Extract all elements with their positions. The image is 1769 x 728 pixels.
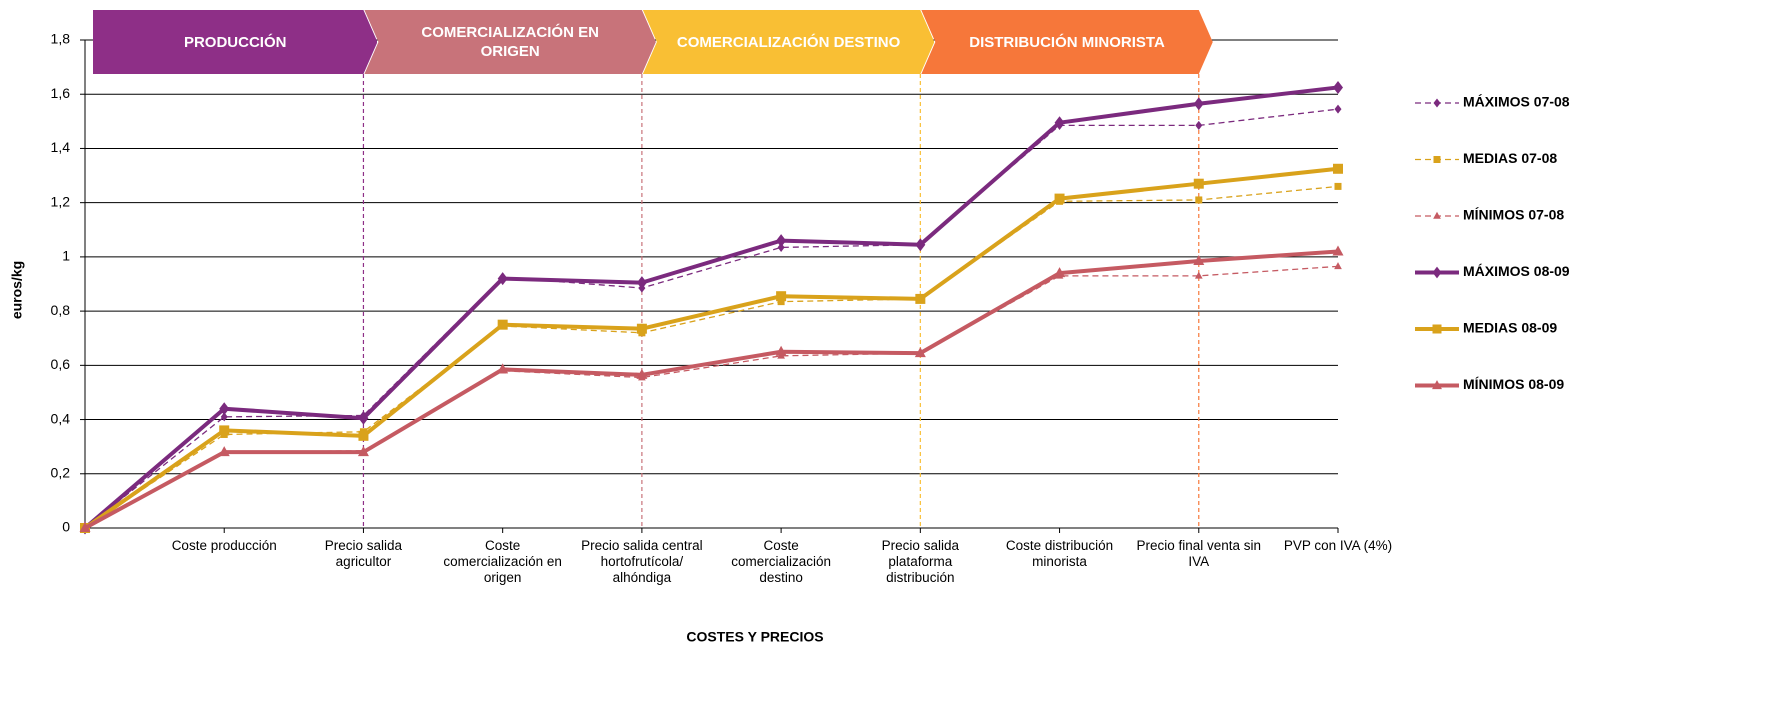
legend-label: MÁXIMOS 08-09 xyxy=(1463,263,1570,279)
stage-banner: PRODUCCIÓN xyxy=(93,10,377,74)
marker xyxy=(219,402,230,416)
y-tick-label: 0 xyxy=(62,519,70,535)
series-line xyxy=(84,185,1339,529)
marker xyxy=(358,411,369,425)
marker xyxy=(1333,80,1343,94)
series-line xyxy=(84,265,1339,529)
x-tick-label: PVP con IVA (4%) xyxy=(1283,538,1393,553)
series-line xyxy=(84,249,1339,530)
marker xyxy=(79,522,91,532)
y-tick-label: 1,2 xyxy=(51,193,71,209)
y-axis-title: euros/kg xyxy=(9,261,25,319)
marker xyxy=(220,412,228,422)
marker xyxy=(218,446,230,457)
marker xyxy=(1334,262,1342,270)
marker xyxy=(497,319,508,330)
marker xyxy=(915,238,926,252)
legend-label: MÍNIMOS 07-08 xyxy=(1463,207,1564,223)
marker xyxy=(1194,271,1203,279)
x-tick-label: Coste producción xyxy=(171,538,277,553)
x-tick-label: Precio final venta sin IVA xyxy=(1136,538,1262,569)
marker xyxy=(1432,380,1442,390)
y-tick-label: 0,6 xyxy=(51,356,71,372)
x-tick-label: Coste comercialización destino xyxy=(731,538,831,585)
stage-banner: DISTRIBUCIÓN MINORISTA xyxy=(921,10,1212,74)
y-tick-label: 1,8 xyxy=(51,31,71,47)
marker xyxy=(1195,196,1203,204)
marker xyxy=(1054,267,1066,278)
marker xyxy=(636,323,647,334)
legend-label: MÍNIMOS 08-09 xyxy=(1463,376,1564,392)
marker xyxy=(1193,178,1204,189)
legend-label: MEDIAS 07-08 xyxy=(1463,150,1557,166)
marker xyxy=(636,368,648,379)
marker xyxy=(776,291,787,302)
marker xyxy=(1334,104,1342,114)
marker xyxy=(1433,156,1441,163)
marker xyxy=(914,347,926,358)
x-tick-label: Precio salida central hortofrutícola/ al… xyxy=(581,538,703,585)
marker xyxy=(1054,193,1065,204)
marker xyxy=(219,425,230,436)
legend-label: MEDIAS 08-09 xyxy=(1463,320,1557,336)
marker xyxy=(1332,245,1344,256)
series-line xyxy=(83,85,1339,530)
x-axis-title: COSTES Y PRECIOS xyxy=(686,629,823,645)
legend-label: MÁXIMOS 07-08 xyxy=(1463,94,1570,110)
marker xyxy=(357,446,369,457)
y-tick-label: 1 xyxy=(62,248,70,264)
x-tick-label: Coste comercialización en origen xyxy=(443,538,562,585)
marker xyxy=(777,298,785,306)
marker xyxy=(497,363,509,374)
marker xyxy=(1195,120,1203,130)
marker xyxy=(1193,97,1204,111)
marker xyxy=(776,234,787,248)
marker xyxy=(1334,182,1342,190)
y-tick-label: 1,4 xyxy=(51,139,71,155)
stage-banner: COMERCIALIZACIÓN EN ORIGEN xyxy=(364,10,655,74)
x-tick-label: Precio salida agricultor xyxy=(324,538,403,569)
x-tick-label: Precio salida plataforma distribución xyxy=(881,538,959,585)
stage-banner: COMERCIALIZACIÓN DESTINO xyxy=(643,10,934,74)
series-line xyxy=(83,166,1339,530)
y-tick-label: 0,4 xyxy=(51,410,71,426)
y-tick-label: 1,6 xyxy=(51,85,71,101)
marker xyxy=(1432,324,1442,334)
marker xyxy=(1054,116,1065,130)
marker xyxy=(358,430,369,441)
y-tick-label: 0,8 xyxy=(51,302,71,318)
marker xyxy=(1193,254,1205,265)
series-line xyxy=(84,108,1339,529)
marker xyxy=(497,272,508,286)
marker xyxy=(915,293,926,304)
y-tick-label: 0,2 xyxy=(51,464,71,480)
marker xyxy=(636,276,647,290)
marker xyxy=(1432,266,1442,279)
marker xyxy=(1433,98,1441,108)
marker xyxy=(777,242,785,252)
marker xyxy=(775,345,787,356)
x-tick-label: Coste distribución minorista xyxy=(1005,538,1114,569)
marker xyxy=(1333,163,1343,174)
marker xyxy=(1433,211,1441,219)
